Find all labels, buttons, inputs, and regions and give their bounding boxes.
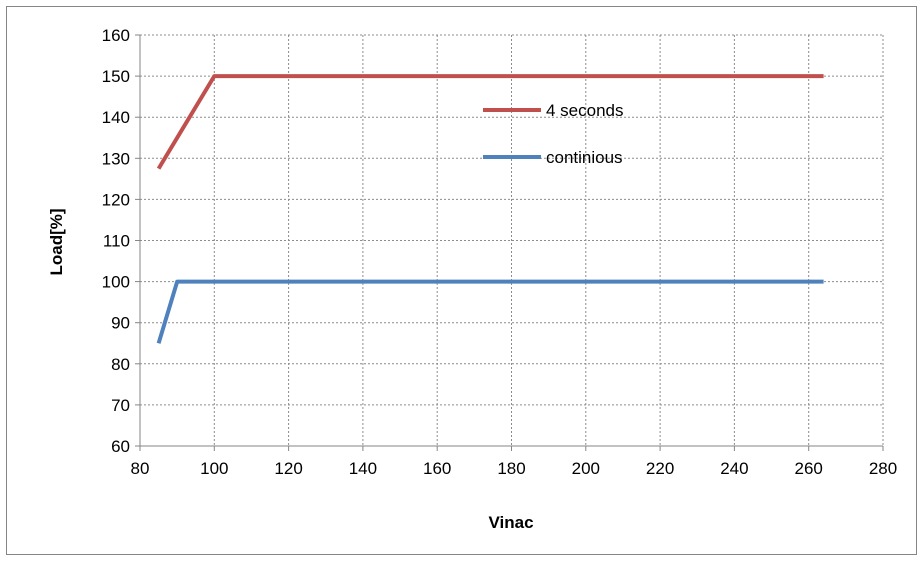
grid bbox=[140, 34, 884, 446]
x-tick-labels: 80 100 120 140 160 180 200 220 240 260 280 bbox=[131, 459, 898, 478]
x-tick-label: 160 bbox=[423, 459, 451, 478]
y-tick-label: 110 bbox=[103, 232, 130, 251]
y-tick-label: 80 bbox=[111, 355, 130, 374]
y-tick-label: 140 bbox=[102, 108, 130, 127]
x-tick-label: 200 bbox=[572, 459, 600, 478]
y-tick-labels: 60 70 80 90 100 110 120 130 140 150 160 bbox=[102, 26, 130, 456]
legend-label: continious bbox=[546, 148, 623, 167]
legend: 4 seconds continious bbox=[483, 101, 624, 167]
y-tick-label: 160 bbox=[102, 26, 130, 45]
y-tick-label: 70 bbox=[111, 396, 130, 415]
x-tick-label: 220 bbox=[646, 459, 674, 478]
axes bbox=[135, 34, 884, 451]
x-tick-label: 120 bbox=[274, 459, 302, 478]
x-tick-label: 260 bbox=[795, 459, 823, 478]
x-axis-title: Vinac bbox=[488, 513, 533, 532]
y-tick-label: 90 bbox=[111, 314, 130, 333]
x-tick-label: 180 bbox=[497, 459, 525, 478]
series bbox=[156, 74, 824, 344]
series-line-1 bbox=[156, 74, 824, 170]
y-tick-label: 100 bbox=[102, 273, 130, 292]
x-tick-label: 140 bbox=[349, 459, 377, 478]
y-tick-label: 120 bbox=[102, 190, 130, 209]
x-tick-label: 80 bbox=[131, 459, 150, 478]
x-tick-label: 280 bbox=[869, 459, 897, 478]
y-tick-label: 150 bbox=[102, 67, 130, 86]
x-tick-label: 100 bbox=[200, 459, 228, 478]
y-tick-label: 130 bbox=[102, 149, 130, 168]
y-tick-label: 60 bbox=[111, 437, 130, 456]
x-tick-label: 240 bbox=[720, 459, 748, 478]
series-line-2 bbox=[156, 279, 824, 344]
legend-label: 4 seconds bbox=[546, 101, 624, 120]
y-axis-title: Load[%] bbox=[47, 208, 66, 275]
